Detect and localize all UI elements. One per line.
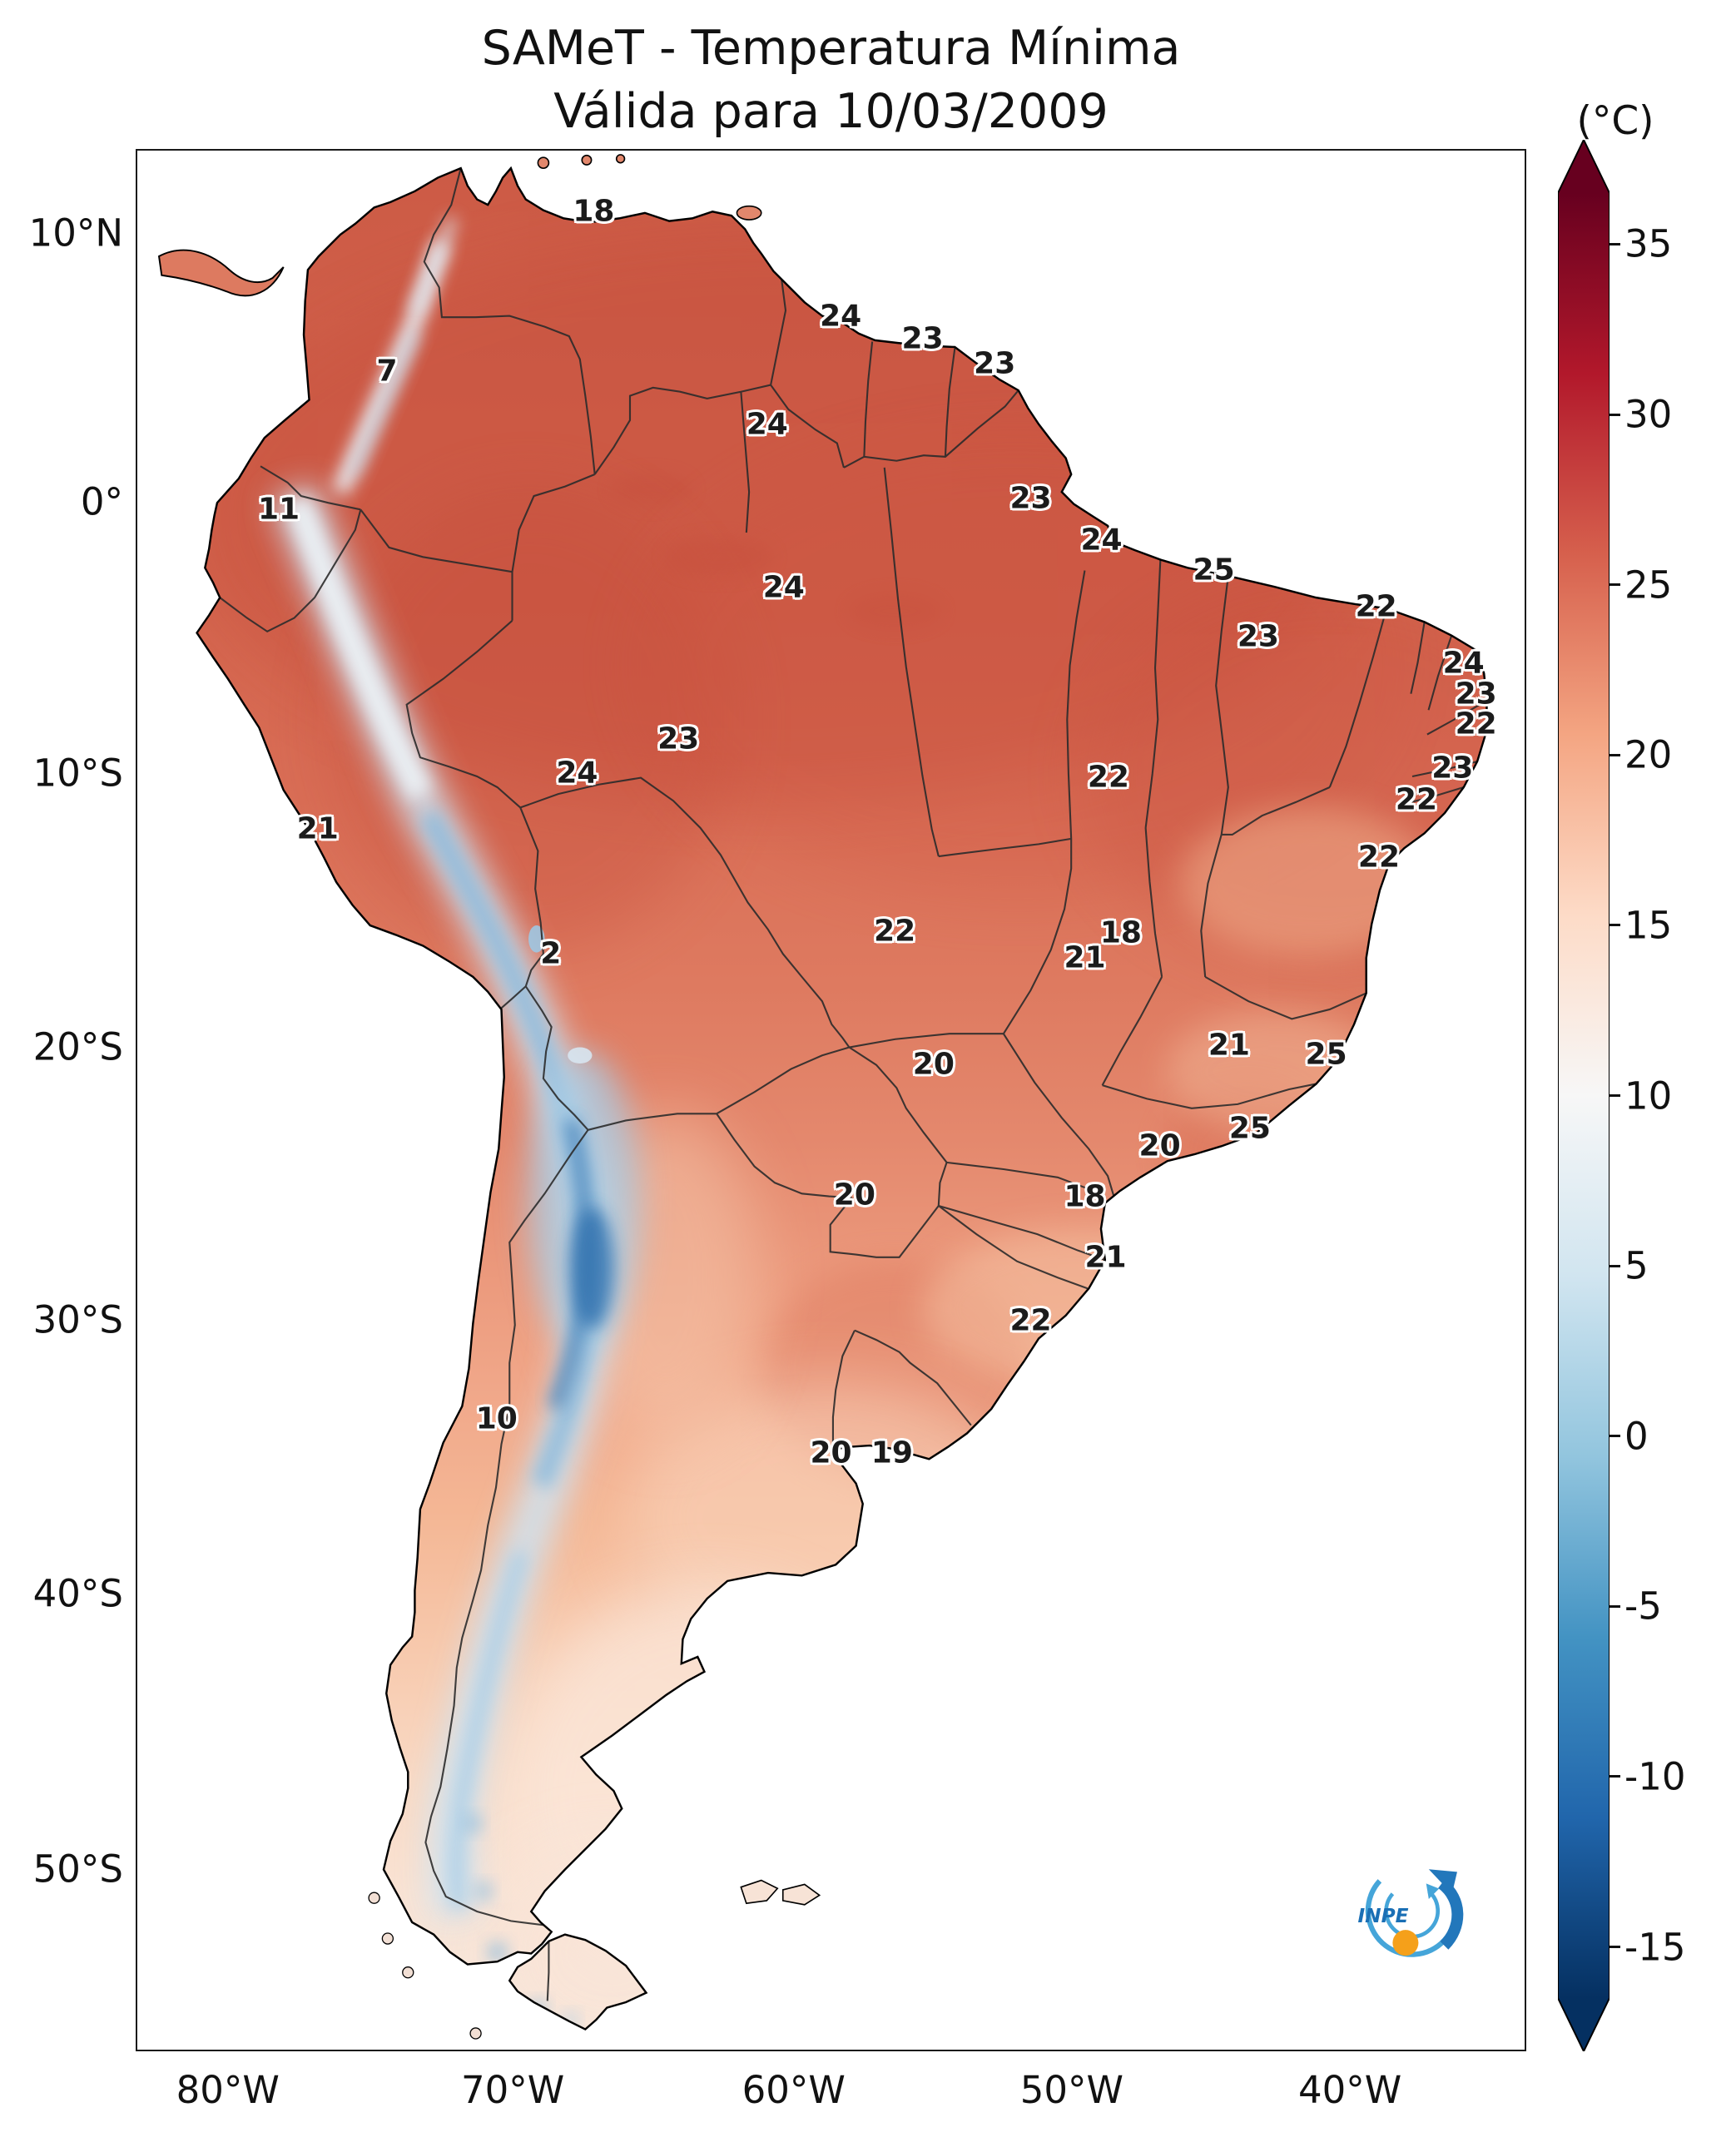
page-subtitle: Válida para 10/03/2009: [553, 84, 1109, 139]
temp-label: 20: [810, 1435, 852, 1470]
temp-label: 18: [1064, 1179, 1106, 1214]
temp-label: 24: [1080, 523, 1123, 558]
inpe-logo-text: INPE: [1357, 1905, 1408, 1927]
temp-label: 19: [870, 1435, 913, 1470]
colorbar-tickmark: [1610, 1435, 1620, 1438]
temp-label: 23: [1009, 481, 1052, 516]
colorbar-tickmark: [1610, 924, 1620, 927]
temp-label: 10: [475, 1401, 518, 1436]
colorbar-tick-label: 15: [1624, 903, 1673, 948]
temp-label: 23: [1237, 619, 1279, 654]
temp-label: 24: [556, 756, 598, 791]
temp-label: 24: [762, 570, 805, 605]
colorbar-tick-label: -10: [1624, 1754, 1686, 1799]
salt-flat: [568, 1047, 593, 1064]
temp-label: 23: [901, 321, 944, 356]
temp-label: 24: [820, 299, 862, 334]
temp-label: 20: [912, 1047, 955, 1082]
colorbar: [1557, 137, 1610, 2054]
temp-label: 22: [1087, 760, 1129, 795]
lat-tick-label: 20°S: [32, 1024, 123, 1069]
lat-tick-label: 30°S: [32, 1297, 123, 1342]
temp-label: 23: [1455, 677, 1497, 712]
inpe-logo: INPE: [1341, 1850, 1476, 1976]
temp-label: 18: [1099, 915, 1142, 950]
temp-label: 20: [833, 1178, 875, 1212]
temp-label: 23: [1431, 751, 1474, 786]
colorbar-tickmark: [1610, 1946, 1620, 1949]
lat-tick-label: 0°: [80, 479, 123, 524]
chilean-fjord-islets: [368, 1892, 482, 2040]
temp-label: 21: [1064, 940, 1106, 975]
title-block: SAMeT - Temperatura Mínima Válida para 1…: [136, 17, 1526, 143]
temp-label: 24: [1442, 646, 1485, 681]
colorbar-tickmark: [1610, 1264, 1620, 1267]
falkland-islands: [740, 1879, 821, 1906]
lon-tick-label: 80°W: [176, 2068, 280, 2112]
colorbar-tick-label: 35: [1624, 221, 1673, 266]
temp-label: 22: [1355, 589, 1397, 624]
temp-label: 22: [1357, 840, 1401, 875]
temp-label: 20: [1138, 1128, 1181, 1163]
logo-orange-dot: [1392, 1929, 1419, 1956]
temp-label: 21: [1084, 1240, 1127, 1275]
lon-tick-label: 60°W: [742, 2068, 846, 2112]
temp-label: 23: [657, 721, 700, 756]
political-borders: [219, 168, 1487, 2001]
lat-tick-label: 10°S: [32, 751, 123, 796]
colorbar-tickmark: [1610, 1775, 1620, 1778]
colorbar-tick-label: 30: [1624, 392, 1673, 437]
logo-big-arrow: [1437, 1878, 1464, 1950]
lat-tick-label: 50°S: [32, 1847, 123, 1892]
south-america-map: [157, 154, 1488, 2040]
temp-label: 22: [874, 914, 916, 949]
temp-label: 23: [974, 346, 1016, 381]
colorbar-tick-label: 25: [1624, 563, 1673, 607]
lat-tick-label: 10°N: [28, 211, 123, 255]
page-title: SAMeT - Temperatura Mínima: [481, 21, 1181, 76]
map-overlay: 18 24 23 23 7 24 23 11 24 25 24 22 23 24 23 22 23 23 24 22 2…: [137, 151, 1525, 2050]
colorbar-tick-label: 0: [1624, 1414, 1649, 1459]
temp-label: 21: [1208, 1028, 1250, 1063]
colorbar-tickmark: [1610, 1094, 1620, 1097]
central-america-land: [157, 249, 285, 297]
temp-label: 2: [540, 936, 562, 971]
colorbar-tick-label: -15: [1624, 1925, 1686, 1970]
caribbean-islands: [537, 154, 762, 221]
temp-label: 25: [1228, 1111, 1271, 1146]
colorbar-unit-label: (°C): [1576, 98, 1654, 144]
lon-tick-label: 40°W: [1297, 2068, 1402, 2112]
logo-small-arrowhead: [1426, 1883, 1440, 1899]
temp-label: 22: [1395, 782, 1438, 817]
temp-label: 18: [573, 194, 615, 229]
colorbar-tickmark: [1610, 583, 1620, 587]
colorbar-tick-label: 20: [1624, 732, 1673, 777]
temp-label: 7: [376, 354, 398, 389]
colorbar-tick-label: 10: [1624, 1074, 1673, 1118]
temp-label: 24: [746, 407, 788, 442]
colorbar-gradient: [1557, 137, 1610, 2054]
map-frame: 18 24 23 23 7 24 23 11 24 25 24 22 23 24 23 22 23 23 24 22 2…: [136, 149, 1526, 2051]
temp-label: 22: [1009, 1303, 1052, 1338]
temp-label: 25: [1193, 553, 1235, 588]
colorbar-tickmark: [1610, 413, 1620, 416]
lat-tick-label: 40°S: [32, 1571, 123, 1616]
temp-label: 21: [296, 811, 339, 846]
colorbar-tickmark: [1610, 242, 1620, 245]
temp-label: 22: [1455, 707, 1497, 741]
lon-tick-label: 50°W: [1019, 2068, 1124, 2112]
colorbar-tick-label: -5: [1624, 1584, 1662, 1629]
colorbar-tickmark: [1610, 753, 1620, 756]
temp-label: 25: [1305, 1037, 1347, 1072]
logo-big-arrowhead: [1428, 1868, 1457, 1894]
lon-tick-label: 70°W: [461, 2068, 565, 2112]
temp-label: 11: [257, 492, 300, 527]
colorbar-tick-label: 5: [1624, 1243, 1649, 1288]
colorbar-tickmark: [1610, 1604, 1620, 1608]
